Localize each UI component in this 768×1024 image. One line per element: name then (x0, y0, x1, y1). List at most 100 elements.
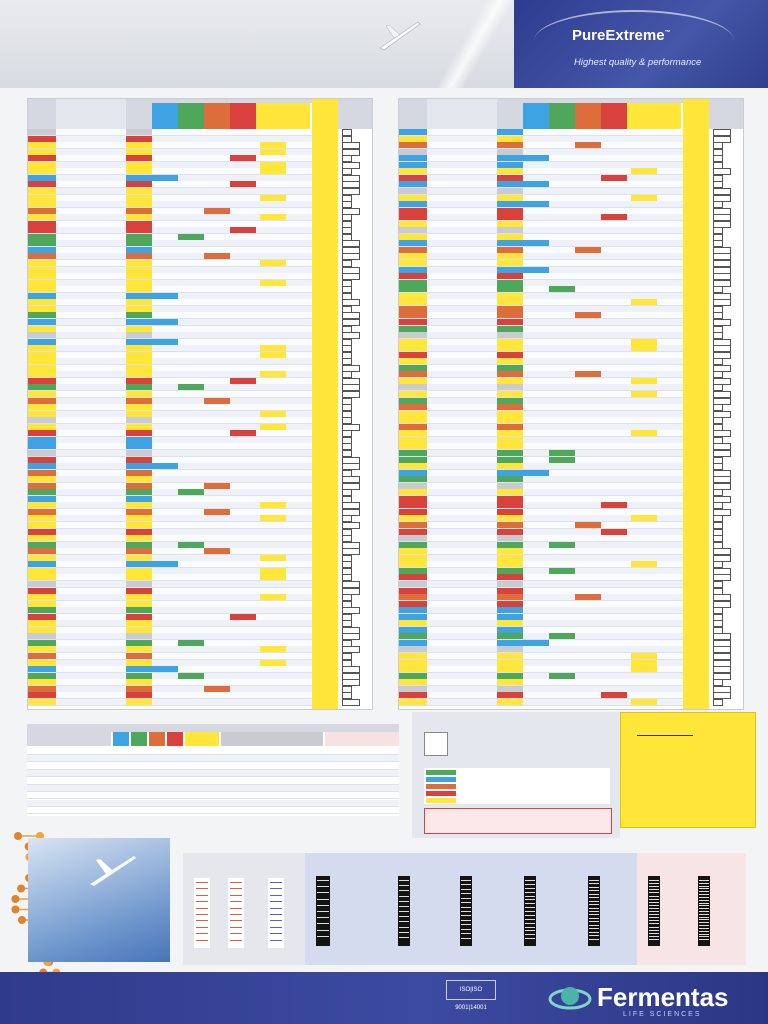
row-color-swatch (28, 358, 56, 365)
row-color-swatch (399, 364, 427, 371)
enzyme-pictogram-icon (342, 626, 360, 634)
enzyme-pictogram-icon (713, 286, 723, 294)
row-color-swatch (126, 325, 152, 332)
row-color-swatch (126, 377, 152, 384)
row-color-swatch (399, 535, 427, 542)
table-row (399, 567, 683, 575)
row-color-swatch (28, 476, 56, 483)
row-color-swatch (497, 286, 523, 293)
enzyme-pictogram-icon (342, 253, 360, 261)
table-row (28, 161, 312, 169)
row-color-swatch (28, 463, 56, 470)
row-color-swatch (126, 286, 152, 293)
row-color-swatch (126, 436, 152, 443)
table-row (28, 273, 312, 281)
row-color-swatch (399, 142, 427, 149)
row-mark (631, 338, 657, 345)
enzyme-pictogram-icon (713, 666, 731, 674)
airplane-icon (90, 856, 136, 886)
row-mark (152, 666, 178, 673)
row-color-swatch (126, 292, 152, 299)
table-header-cell (399, 99, 427, 129)
header-blue (152, 103, 178, 129)
row-color-swatch (399, 436, 427, 443)
enzyme-pictogram-icon (342, 417, 352, 425)
table-row (28, 482, 312, 490)
summary-table (27, 724, 399, 816)
row-color-swatch (399, 332, 427, 339)
row-mark (260, 659, 286, 666)
enzyme-pictogram-icon (713, 253, 731, 261)
row-mark (204, 482, 230, 489)
row-mark (230, 227, 256, 234)
row-color-swatch (28, 423, 56, 430)
row-color-swatch (497, 502, 523, 509)
enzyme-pictogram-icon (713, 312, 723, 320)
row-mark (230, 181, 256, 188)
enzyme-pictogram-icon (713, 266, 731, 274)
row-color-swatch (28, 181, 56, 188)
brand-swoosh (534, 10, 734, 72)
row-color-swatch (126, 548, 152, 555)
row-mark (549, 633, 575, 640)
row-color-swatch (126, 508, 152, 515)
table-row (399, 299, 683, 307)
enzyme-pictogram-icon (713, 685, 731, 693)
row-color-swatch (126, 345, 152, 352)
row-color-swatch (497, 364, 523, 371)
table-row (28, 312, 312, 320)
row-mark (152, 174, 178, 181)
row-color-swatch (28, 417, 56, 424)
row-color-swatch (399, 240, 427, 247)
enzyme-pictogram-icon (713, 620, 723, 628)
row-color-swatch (28, 587, 56, 594)
row-color-swatch (497, 240, 523, 247)
row-color-swatch (126, 299, 152, 306)
row-color-swatch (126, 220, 152, 227)
enzyme-pictogram-icon (713, 456, 723, 464)
row-mark (631, 194, 657, 201)
table-row (399, 574, 683, 582)
enzyme-pictogram-icon (342, 443, 352, 451)
row-color-swatch (399, 260, 427, 266)
iso-badge: ISO|ISO 9001|14001 (446, 980, 496, 1011)
table-row (28, 220, 312, 228)
row-color-swatch (399, 397, 427, 404)
enzyme-pictogram-icon (342, 135, 352, 143)
row-color-swatch (126, 233, 152, 240)
enzyme-pictogram-icon (342, 187, 360, 195)
brand-tagline: Highest quality & performance (574, 57, 702, 68)
row-color-swatch (28, 430, 56, 437)
row-color-swatch (497, 692, 523, 699)
row-color-swatch (399, 692, 427, 699)
row-mark (204, 397, 230, 404)
row-mark (631, 377, 657, 384)
enzyme-pictogram-icon (342, 666, 360, 674)
row-color-swatch (497, 666, 523, 673)
row-color-swatch (126, 423, 152, 430)
gel-lane (524, 876, 536, 946)
table-row (399, 508, 683, 516)
row-color-swatch (399, 318, 427, 325)
enzyme-pictogram-icon (713, 515, 723, 523)
table-row (399, 168, 683, 176)
row-color-swatch (28, 607, 56, 614)
enzyme-pictogram-icon (342, 561, 352, 569)
row-color-swatch (28, 279, 56, 286)
row-color-swatch (28, 318, 56, 325)
row-color-swatch (126, 646, 152, 653)
table-row (28, 155, 312, 163)
enzyme-pictogram-icon (713, 587, 723, 595)
enzyme-pictogram-icon (713, 351, 731, 359)
enzyme-pictogram-icon (342, 522, 360, 529)
yellow-column (683, 99, 709, 709)
table-header-cell (126, 99, 152, 129)
row-color-swatch (497, 404, 523, 411)
row-color-swatch (399, 214, 427, 221)
row-color-swatch (399, 469, 427, 476)
table-row (399, 587, 683, 595)
table-row (399, 646, 683, 654)
table-row (28, 574, 312, 582)
summary-pink (325, 732, 399, 746)
row-color-swatch (28, 620, 56, 627)
